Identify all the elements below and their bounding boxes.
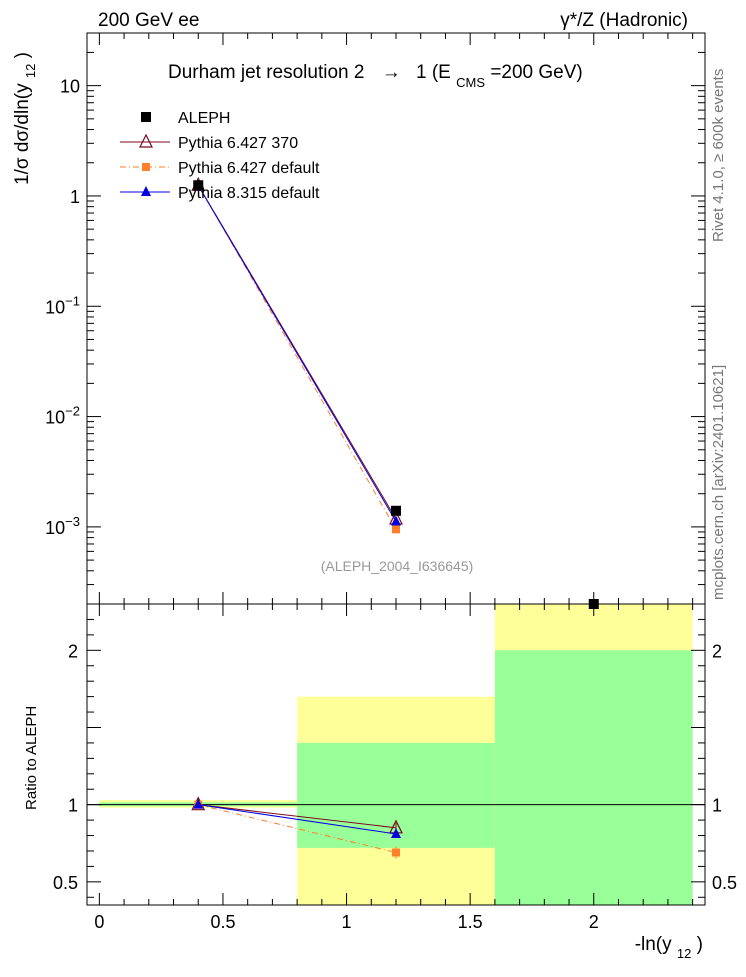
x-label-post: ) [697, 934, 703, 955]
title-rest-post: =200 GeV) [490, 62, 582, 83]
x-label-sub: 12 [677, 946, 691, 961]
watermark: (ALEPH_2004_I636645) [321, 558, 474, 574]
x-tick-label: 1.5 [458, 912, 483, 932]
main-ylabel-sub: 12 [23, 64, 38, 78]
y-tick-label: 2 [68, 641, 78, 661]
y-tick-label: 10 [60, 77, 80, 97]
data-point [392, 848, 400, 857]
legend-label: Pythia 6.427 default [178, 160, 320, 177]
legend-label: Pythia 8.315 default [178, 185, 320, 202]
header-left: 200 GeV ee [98, 10, 199, 31]
data-point [141, 186, 151, 196]
y-tick-label: 0.5 [712, 873, 737, 893]
main-panel: Durham jet resolution 2 → 1 (E CMS =200 … [12, 32, 706, 605]
main-y-ticks: 10−3 10−2 10−1 1 10 [45, 32, 705, 605]
main-title: Durham jet resolution 2 → 1 (E CMS =200 … [168, 62, 583, 92]
series-line [198, 804, 397, 829]
x-tick-label: 0 [94, 912, 104, 932]
main-plot-area [191, 176, 403, 534]
legend-label: Pythia 6.427 370 [178, 135, 298, 152]
ratio-panel: Ratio to ALEPH -ln(y 12 ) [23, 603, 706, 963]
data-point [392, 525, 400, 534]
legend: ALEPH Pythia 6.427 370 Pythia 6.427 defaul… [120, 110, 320, 202]
data-point [391, 827, 401, 838]
x-axis-label: -ln(y 12 ) [635, 934, 703, 963]
y-tick-label: 2 [712, 641, 722, 661]
legend-entry: Pythia 6.427 370 [120, 133, 298, 152]
side-text-bottom: mcplots.cern.ch [arXiv:2401.10621] [710, 365, 727, 600]
ratio-ylabel: Ratio to ALEPH [23, 706, 40, 810]
y-tick-label: 0.5 [53, 873, 78, 893]
y-tick-label: 1 [70, 187, 80, 207]
ratio-plot-area [87, 604, 705, 905]
data-point [142, 163, 150, 171]
legend-entry: ALEPH [141, 110, 230, 127]
series-line [198, 804, 397, 854]
main-ylabel-close: ) [12, 52, 33, 58]
main-series [191, 176, 403, 534]
data-point [139, 133, 153, 148]
legend-label: ALEPH [178, 110, 230, 127]
series-1 [191, 176, 403, 525]
main-ylabel-text: 1/σ dσ/dln(y [12, 83, 33, 185]
x-ticks: 0 0.5 1 1.5 2 [94, 604, 694, 932]
y-tick-label: 1 [712, 796, 722, 816]
y-tick-label: 10−2 [45, 404, 80, 428]
uncertainty-band-green [494, 650, 693, 905]
title-sub: CMS [456, 75, 485, 90]
y-tick-label: 10−3 [45, 514, 80, 538]
y-tick-label: 10−1 [45, 293, 80, 317]
data-point [391, 515, 401, 526]
legend-entry: Pythia 6.427 default [120, 160, 320, 177]
title-rest-pre: 1 (E [416, 62, 451, 83]
legend-entry: Pythia 8.315 default [120, 185, 320, 202]
series-line [197, 185, 397, 522]
x-tick-label: 0.5 [210, 912, 235, 932]
title-main: Durham jet resolution 2 [168, 62, 364, 83]
x-tick-label: 1 [342, 912, 352, 932]
ratio-series-2 [193, 798, 401, 838]
main-ylabel: 1/σ dσ/dln(y 12 ) [12, 52, 40, 185]
data-point [141, 112, 151, 122]
x-ticks [98, 33, 694, 604]
title-arrow: → [382, 62, 401, 83]
data-point [588, 599, 599, 609]
data-point [391, 505, 401, 516]
x-label-pre: -ln(y [635, 934, 672, 955]
header-right: γ*/Z (Hadronic) [560, 10, 688, 31]
ratio-series [191, 796, 403, 859]
ratio-bands [99, 604, 693, 905]
y-tick-label: 1 [68, 796, 78, 816]
series-2 [194, 180, 400, 534]
series-0 [193, 180, 401, 516]
data-point [193, 180, 204, 191]
side-text-top: Rivet 4.1.0, ≥ 600k events [710, 69, 727, 242]
x-tick-label: 2 [589, 912, 599, 932]
data-point [193, 798, 204, 809]
ratio-y-ticks: 0.5 0.5 1 1 2 2 [53, 603, 737, 898]
series-line [198, 804, 397, 835]
